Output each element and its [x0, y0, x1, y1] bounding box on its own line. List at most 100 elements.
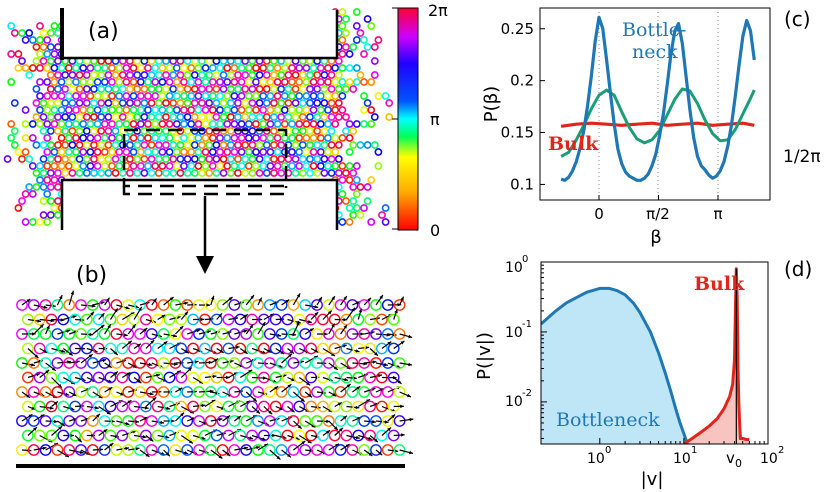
particle: [291, 85, 300, 93]
particle: [108, 134, 116, 142]
velocity-arrow-head: [378, 451, 383, 456]
velocity-arrow-head: [280, 350, 285, 354]
particle: [72, 78, 80, 86]
velocity-arrow-head: [149, 392, 154, 396]
particle: [176, 71, 185, 79]
particle: [230, 120, 239, 128]
velocity-arrow-head: [400, 296, 404, 301]
particle: [305, 429, 317, 442]
particle: [287, 299, 300, 311]
particle: [216, 78, 224, 86]
particle: [104, 400, 117, 413]
particle: [226, 141, 235, 149]
particle: [266, 78, 275, 86]
velocity-arrow-head: [135, 447, 140, 451]
particle: [291, 99, 300, 107]
particle: [128, 371, 141, 384]
particle: [194, 134, 203, 142]
particle: [133, 113, 142, 121]
particle: [262, 99, 271, 107]
particle: [93, 162, 102, 170]
velocity-arrow-head: [288, 353, 292, 358]
particle: [216, 64, 224, 72]
particle: [154, 113, 163, 121]
particle: [241, 155, 250, 163]
particle: [104, 99, 113, 107]
particle: [201, 78, 210, 86]
particle: [338, 218, 347, 226]
particle: [266, 148, 275, 156]
particle: [36, 176, 44, 184]
particle: [240, 328, 253, 340]
panel-b-label: (b): [76, 263, 107, 288]
particle: [122, 78, 131, 86]
velocity-arrow-head: [343, 318, 348, 322]
particle: [338, 190, 347, 198]
particle: [198, 169, 206, 177]
particle: [288, 134, 296, 142]
particle: [252, 386, 264, 398]
particle: [295, 78, 304, 86]
particle: [322, 386, 335, 398]
particle: [360, 106, 368, 114]
particle: [86, 92, 95, 100]
particle: [293, 342, 306, 355]
particle: [331, 106, 340, 114]
particle: [223, 106, 232, 114]
velocity-arrow-head: [178, 387, 183, 392]
particle: [352, 8, 361, 16]
particle: [322, 328, 335, 340]
particle: [104, 371, 117, 384]
velocity-arrow-head: [401, 433, 405, 437]
velocity-arrow-head: [343, 296, 347, 300]
particle: [360, 120, 368, 128]
particle: [263, 444, 276, 456]
particle: [64, 134, 73, 142]
particle: [151, 313, 164, 326]
particle: [32, 99, 41, 107]
particle: [115, 120, 124, 128]
particle: [356, 141, 365, 149]
particle: [288, 120, 296, 128]
particle: [157, 328, 170, 340]
particle: [140, 71, 149, 79]
particle: [273, 78, 282, 86]
velocity-arrow-head: [358, 308, 363, 313]
particle: [204, 386, 217, 398]
particle: [240, 299, 253, 311]
particle: [115, 64, 124, 72]
particle: [169, 141, 178, 149]
velocity-arrow-head: [397, 380, 402, 384]
particle: [133, 99, 142, 107]
particle: [108, 92, 116, 100]
particle: [360, 204, 368, 212]
particle: [331, 64, 340, 72]
particle: [75, 415, 87, 427]
velocity-arrow-head: [356, 386, 361, 390]
particle: [111, 113, 120, 121]
particle: [122, 357, 135, 369]
particle: [116, 429, 129, 442]
particle: [244, 148, 253, 156]
particle: [205, 127, 214, 135]
velocity-arrow-head: [135, 420, 139, 424]
particle: [187, 429, 200, 442]
particle: [180, 92, 188, 100]
particle: [263, 357, 276, 369]
particle: [50, 64, 59, 72]
particle: [183, 127, 192, 135]
velocity-arrow-head: [408, 362, 412, 367]
particle: [237, 92, 246, 100]
particle: [134, 444, 146, 456]
particle: [180, 78, 188, 86]
velocity-arrow-head: [137, 379, 142, 384]
particle: [43, 190, 52, 198]
particle: [172, 134, 181, 142]
particle: [309, 106, 318, 114]
particle: [14, 204, 23, 212]
particle: [328, 400, 341, 413]
particle: [316, 148, 325, 156]
particle: [86, 106, 95, 114]
particle: [393, 299, 406, 311]
particle: [346, 415, 359, 427]
